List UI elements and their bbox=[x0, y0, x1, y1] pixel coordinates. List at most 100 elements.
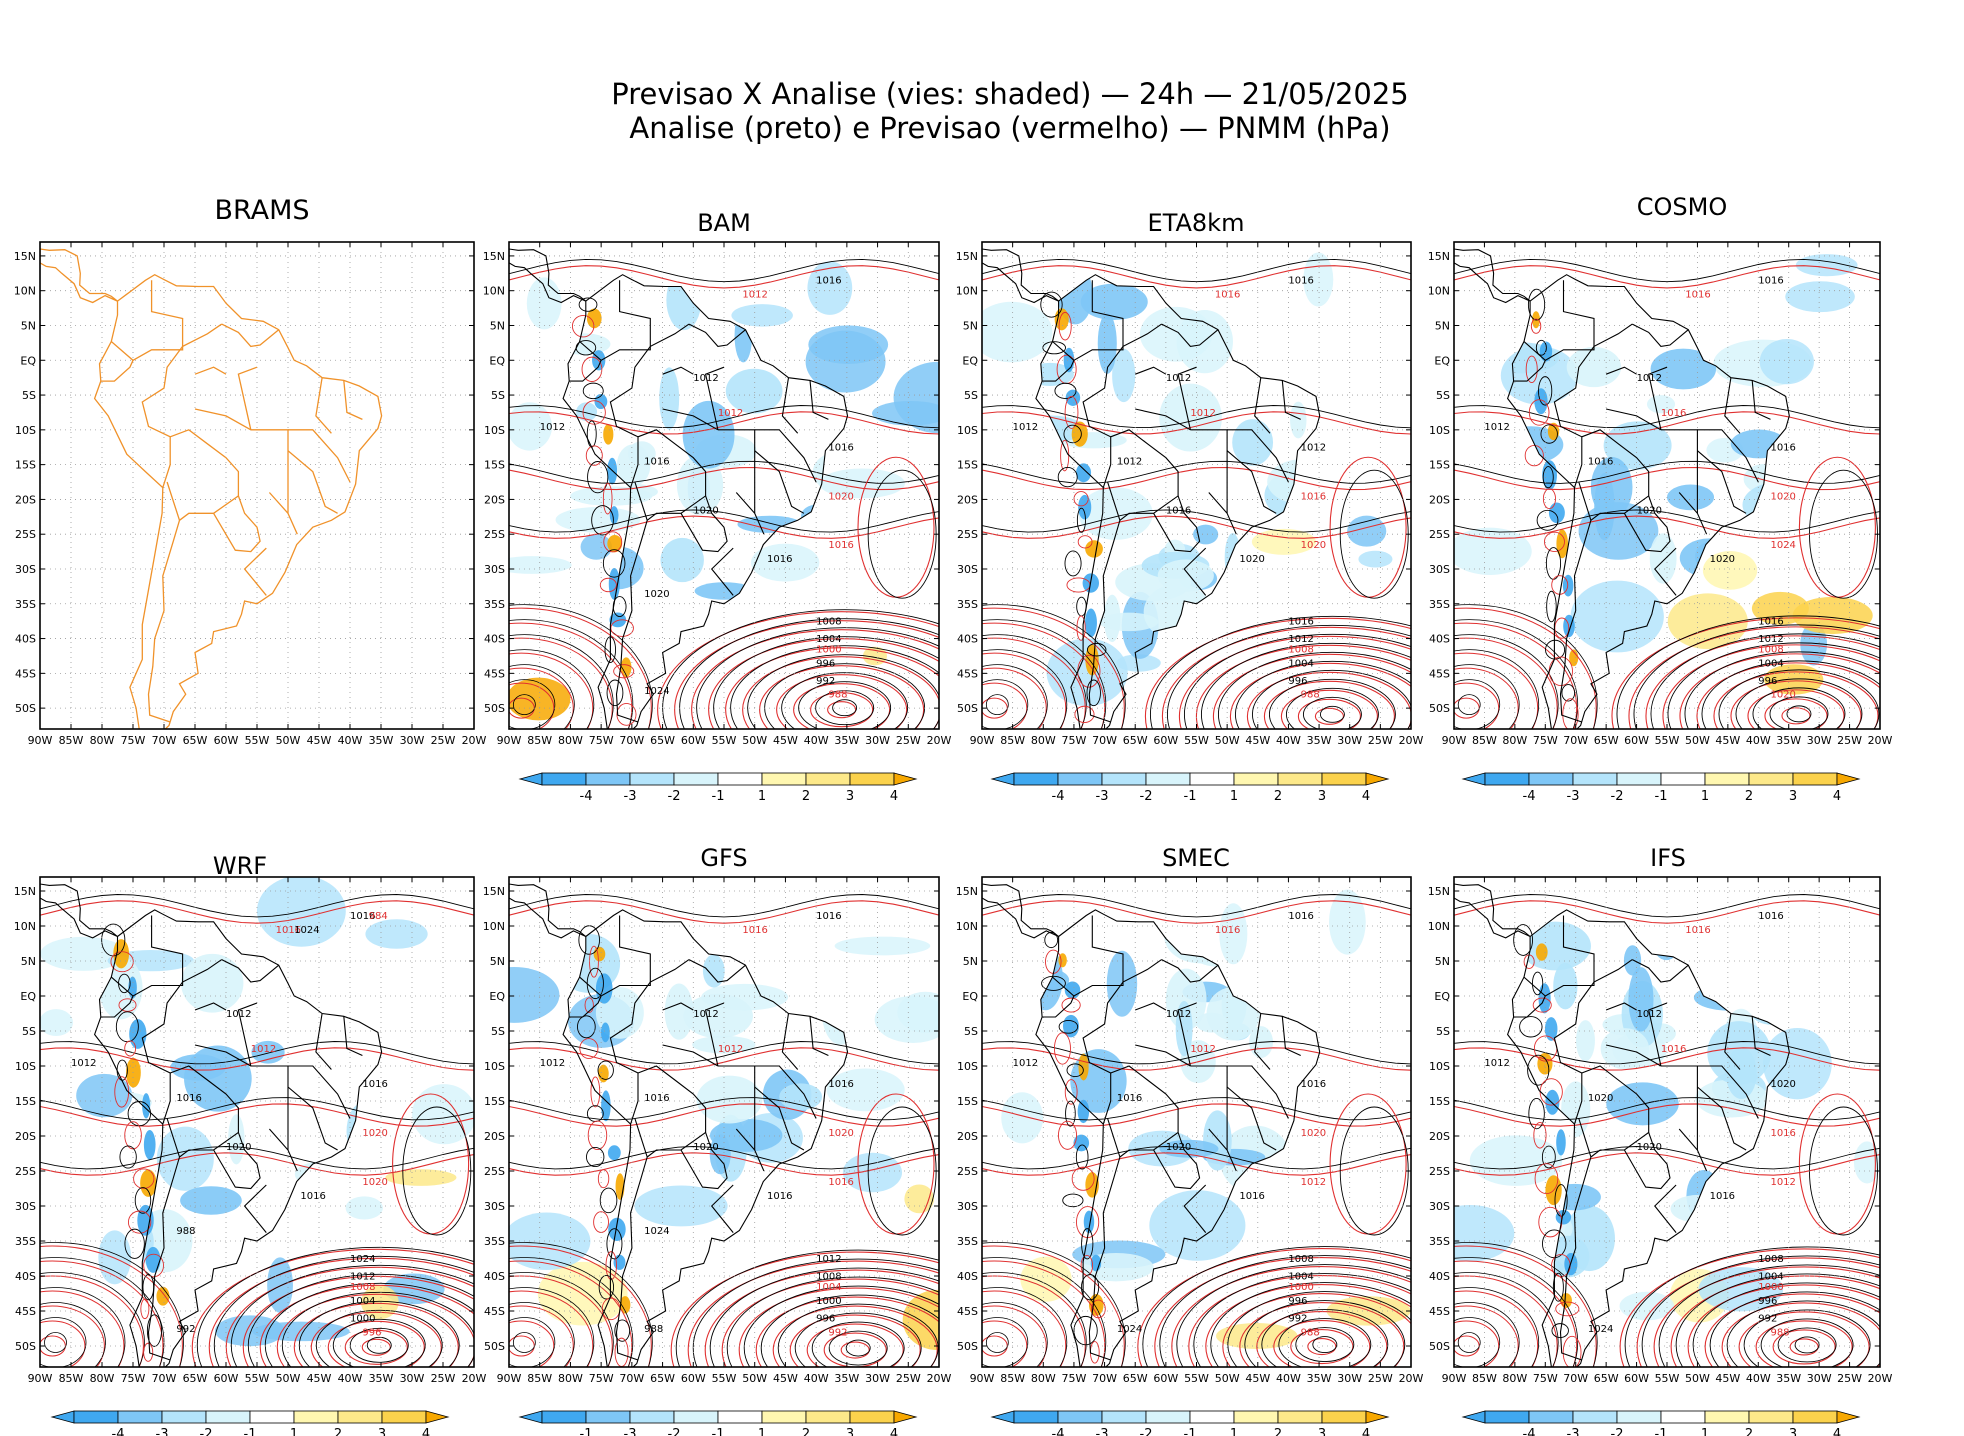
bias-patch bbox=[634, 1185, 728, 1227]
isobar-label: 1012 bbox=[540, 422, 565, 433]
bias-patch bbox=[509, 402, 553, 451]
andes-bias bbox=[607, 1145, 621, 1161]
colorbar-label: -1 bbox=[244, 1427, 257, 1436]
lon-tick-label: 65W bbox=[183, 1372, 208, 1385]
andes-isobar bbox=[597, 1169, 610, 1189]
colorbar-segment bbox=[1704, 772, 1750, 786]
political-border bbox=[688, 323, 746, 347]
isobar-label: 992 bbox=[1288, 1314, 1307, 1325]
isobar-forecast bbox=[1454, 1275, 1558, 1367]
isobar-analysis bbox=[1167, 624, 1411, 729]
isobar-forecast bbox=[40, 1305, 105, 1367]
panel-title: COSMO bbox=[1637, 193, 1727, 221]
andes-isobar bbox=[602, 549, 626, 578]
isobar-label: 1012 bbox=[693, 373, 718, 384]
isobar-analysis bbox=[213, 1255, 474, 1367]
colorbar-segment bbox=[1572, 1410, 1618, 1424]
colorbar-segment bbox=[761, 1410, 807, 1424]
lat-tick-label: 10N bbox=[483, 920, 505, 933]
isobar-analysis bbox=[40, 1146, 474, 1170]
isobar-analysis bbox=[40, 1272, 145, 1367]
isobar-label: 1008 bbox=[1758, 644, 1783, 655]
lat-tick-label: 15N bbox=[956, 885, 978, 898]
land-bias-patch bbox=[725, 368, 783, 414]
isobar-analysis bbox=[332, 1318, 426, 1367]
isobar-label: 996 bbox=[1288, 676, 1307, 687]
colorbar: -4 -3 -2 -1 1 2 3 4 bbox=[1461, 772, 1861, 804]
colorbar-label: -3 bbox=[1096, 1427, 1109, 1436]
isobar-label: 1016 bbox=[828, 540, 853, 551]
isobar-label: 1016 bbox=[1661, 408, 1686, 419]
colorbar-label: -4 bbox=[580, 789, 593, 804]
land-bias-patch bbox=[1293, 571, 1320, 617]
land-bias-patch bbox=[228, 1114, 245, 1165]
andes-isobar bbox=[585, 445, 603, 466]
lat-tick-label: 5S bbox=[22, 389, 36, 402]
colorbar-segment bbox=[1321, 772, 1367, 786]
isobar-forecast bbox=[1454, 1245, 1597, 1367]
andes-bias bbox=[129, 1019, 147, 1049]
colorbar-label: 2 bbox=[1745, 1427, 1753, 1436]
political-border bbox=[1578, 481, 1592, 521]
isobar-analysis bbox=[747, 654, 939, 729]
bias-patch bbox=[1702, 550, 1758, 590]
lon-tick-label: 60W bbox=[214, 734, 239, 747]
isobar-forecast bbox=[691, 629, 939, 729]
colorbar-segment bbox=[1528, 772, 1574, 786]
isobar-analysis bbox=[1261, 1309, 1389, 1367]
isobar-forecast bbox=[1137, 1248, 1411, 1367]
political-border bbox=[809, 380, 829, 420]
isobar-forecast bbox=[982, 1290, 1067, 1367]
lon-tick-label: 50W bbox=[1215, 734, 1240, 747]
andes-isobar bbox=[1545, 639, 1566, 660]
isobar-label: 1012 bbox=[71, 1058, 96, 1069]
isobar-forecast bbox=[1195, 644, 1411, 729]
isobar-label: 1016 bbox=[1215, 925, 1240, 936]
political-border bbox=[110, 280, 184, 362]
panel-eta8km: ETA8km 1016 1016 1012 1012 1012 1012 1012 1016 10… bbox=[956, 209, 1424, 804]
isobar-label: 1000 bbox=[350, 1314, 375, 1325]
political-border bbox=[1654, 547, 1677, 596]
political-border bbox=[194, 1002, 227, 1011]
political-border bbox=[809, 1016, 829, 1057]
land-bias-patch bbox=[801, 504, 834, 528]
isobar-label: 1008 bbox=[1288, 1254, 1313, 1265]
lon-tick-label: 25W bbox=[431, 1372, 456, 1385]
panel-title: GFS bbox=[700, 844, 747, 872]
lat-tick-label: 15S bbox=[1429, 459, 1450, 472]
lat-tick-label: 45S bbox=[1429, 667, 1450, 680]
isobar-analysis bbox=[1244, 1300, 1406, 1367]
isobar-analysis bbox=[509, 634, 614, 729]
panel-frame bbox=[39, 241, 475, 730]
land-bias-patch bbox=[737, 515, 802, 533]
andes-isobar bbox=[606, 1228, 623, 1260]
isobar-label: 1024 bbox=[1588, 1324, 1613, 1335]
land-bias-patch bbox=[1306, 967, 1320, 987]
isobar-forecast bbox=[982, 682, 1028, 729]
colorbar-segment bbox=[585, 772, 631, 786]
lat-tick-label: 20S bbox=[957, 1130, 978, 1143]
political-border bbox=[1088, 1156, 1121, 1361]
andes-isobar bbox=[586, 420, 597, 448]
isobar-analysis bbox=[1760, 1318, 1854, 1367]
lat-tick-label: 15N bbox=[14, 885, 36, 898]
isobar-label: 1012 bbox=[350, 1272, 375, 1283]
isobar-label: 1016 bbox=[1588, 457, 1613, 468]
political-border bbox=[166, 1118, 181, 1158]
lon-tick-label: 60W bbox=[681, 734, 706, 747]
isobar-forecast bbox=[759, 665, 925, 729]
isobar-forecast bbox=[40, 1275, 144, 1367]
lon-tick-label: 45W bbox=[1715, 1372, 1740, 1385]
isobar-label: 1020 bbox=[1710, 554, 1735, 565]
political-border bbox=[1082, 959, 1162, 1125]
andes-isobar bbox=[584, 997, 594, 1013]
isobar-analysis bbox=[509, 1302, 575, 1367]
andes-bias bbox=[1556, 529, 1568, 559]
land-bias-patch bbox=[1623, 945, 1642, 976]
coastline bbox=[509, 883, 587, 939]
lon-tick-label: 20W bbox=[1399, 1372, 1424, 1385]
andes-bias bbox=[1544, 1017, 1558, 1041]
lon-tick-label: 30W bbox=[1337, 1372, 1362, 1385]
political-border bbox=[315, 377, 332, 434]
isobar-forecast bbox=[1747, 689, 1845, 729]
